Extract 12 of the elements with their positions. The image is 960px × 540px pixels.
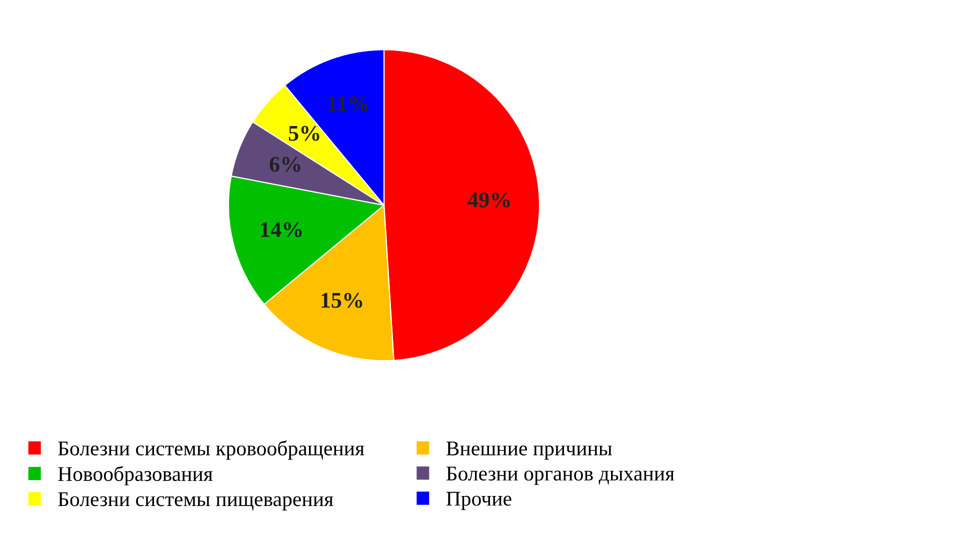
data-label: 5% (288, 126, 320, 141)
legend-label: Болезни системы кровообращения (58, 440, 364, 460)
data-label: 49% (468, 192, 510, 208)
data-label: 6% (270, 156, 300, 172)
data-label: 11% (328, 96, 368, 112)
legend-label: Болезни системы пищеварения (58, 492, 334, 510)
legend-label: Новообразования (58, 466, 213, 486)
legend-label: Внешние причины (446, 442, 612, 460)
legend-label: Болезни органов дыхания (446, 466, 674, 485)
legend-label: Прочие (446, 492, 512, 510)
data-label: 14% (261, 222, 302, 238)
data-label: 15% (322, 292, 362, 308)
